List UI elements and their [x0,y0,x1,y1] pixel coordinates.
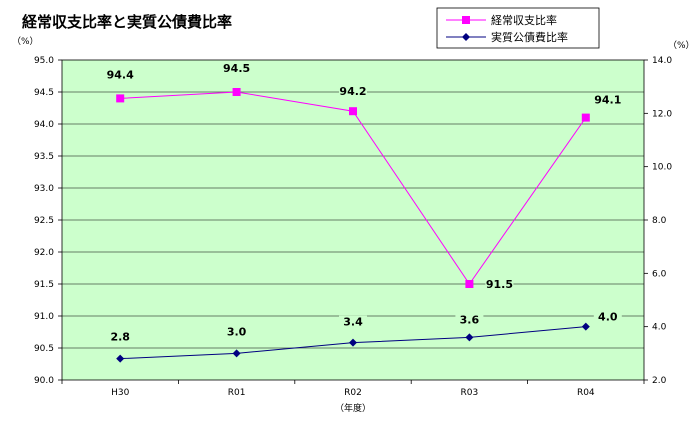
right-axis-unit: （%） [668,40,695,51]
data-label-bg [339,85,367,99]
legend-label: 実質公債費比率 [491,30,568,44]
data-point [116,354,125,363]
data-label-bg [593,310,622,324]
chart-title: 経常収支比率と実質公債費比率 [22,13,232,31]
left-tick-label: 94.5 [34,88,54,98]
left-tick-label: 91.0 [34,312,54,322]
right-tick-label: 12.0 [652,109,672,119]
legend-box [436,7,600,49]
series-layer: 94.4 94.5 94.2 91.5 94.1 2.8 3.0 3.4 3.6 4.0 [106,62,622,363]
right-tick-label: 8.0 [652,216,667,226]
data-label: 94.4 [107,68,134,81]
data-label-bg [222,62,251,75]
series-1: 94.4 94.5 94.2 91.5 94.1 [106,62,622,291]
x-tick-label: R03 [461,388,479,398]
data-point [581,322,590,331]
data-label: 94.1 [594,94,621,107]
data-point [581,113,590,122]
right-tick-label: 2.0 [652,376,667,386]
left-axis-ticks: 90.0 90.5 91.0 91.5 92.0 92.5 93.0 93.5 94.0 94.5… [34,56,62,386]
left-tick-label: 95.0 [34,56,54,66]
data-point [465,280,474,288]
data-point [349,107,357,116]
x-tick-label: R02 [344,388,362,398]
x-axis-label: （年度） [335,402,371,414]
left-tick-label: 90.5 [34,344,54,354]
data-point [232,349,241,358]
data-label-bg [593,93,622,107]
x-tick-label: R04 [577,388,595,398]
left-tick-label: 93.5 [34,152,54,162]
left-tick-label: 92.5 [34,216,54,226]
legend-item-1: 経常収支比率 [446,13,557,27]
right-tick-label: 14.0 [652,56,672,66]
legend-marker [462,16,470,24]
data-label: 94.2 [339,85,366,98]
data-point [465,333,474,342]
right-tick-label: 4.0 [652,323,667,333]
data-label-bg [106,330,135,344]
legend-item-2: 実質公債費比率 [446,30,568,44]
data-label-bg [222,325,251,339]
right-tick-label: 6.0 [652,269,667,279]
left-tick-label: 93.0 [34,184,54,194]
data-label: 91.5 [486,278,513,291]
left-tick-label: 91.5 [34,280,54,290]
legend-label: 経常収支比率 [491,13,557,27]
data-label: 94.5 [223,62,250,75]
x-tick-label: R01 [228,388,246,398]
left-axis-unit: （%） [12,36,39,47]
left-tick-label: 92.0 [34,248,54,258]
data-label: 3.4 [343,316,363,329]
data-label-bg [106,68,135,82]
data-label: 3.0 [227,325,247,338]
right-axis-ticks: 2.0 4.0 6.0 8.0 10.0 12.0 14.0 [644,56,672,386]
data-label: 2.8 [110,331,130,344]
x-tick-label: H30 [111,388,129,398]
legend-marker [462,33,470,41]
data-label-bg [485,278,514,291]
x-axis-ticks: H30 R01 R02 R03 R04 [61,380,645,398]
data-point [232,88,241,96]
data-label-bg [339,315,367,329]
data-label: 4.0 [598,311,618,324]
right-tick-label: 10.0 [652,163,672,173]
data-label-bg [455,313,484,327]
series-2: 2.8 3.0 3.4 3.6 4.0 [106,310,622,363]
left-tick-label: 94.0 [34,120,54,130]
data-label: 3.6 [460,313,480,326]
left-tick-label: 90.0 [34,376,54,386]
data-point [349,338,357,347]
data-point [116,94,125,103]
